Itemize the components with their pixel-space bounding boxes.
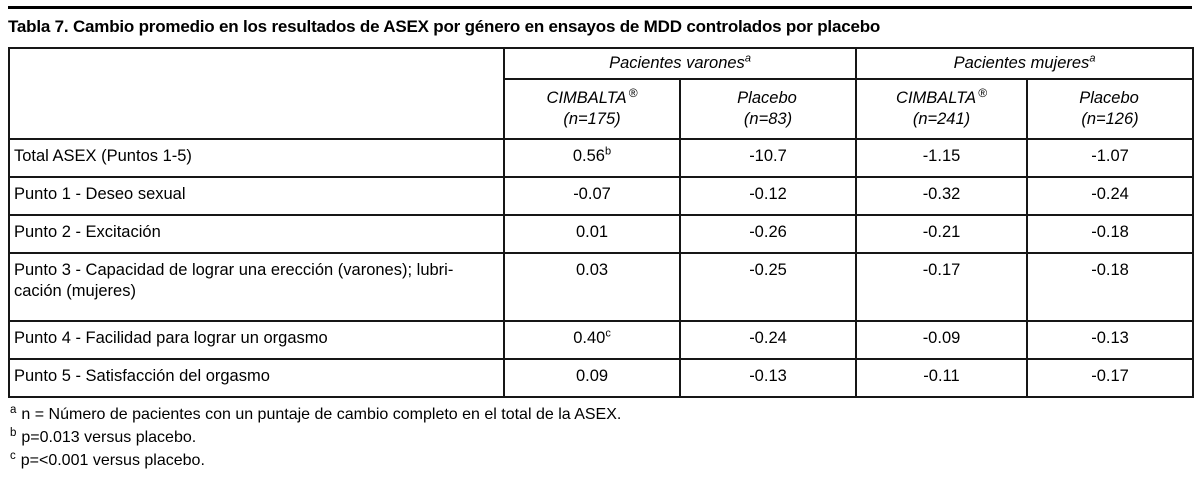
sample-size: (n=175) xyxy=(563,110,621,128)
value: 0.01 xyxy=(575,223,609,241)
value: -0.25 xyxy=(749,261,787,279)
table-row-punto-1: Punto 1 - Deseo sexual -0.07 -0.12 -0.32… xyxy=(8,176,1195,216)
document-page: Tabla 7. Cambio promedio en los resultad… xyxy=(0,6,1200,478)
cell-value: -0.18 xyxy=(1025,214,1195,254)
registered-mark-icon: ® xyxy=(628,85,638,100)
top-rule xyxy=(8,6,1192,9)
value: 0.09 xyxy=(575,367,609,385)
group-header-varones-label: Pacientes varones xyxy=(609,54,745,72)
group-header-mujeres-sup: a xyxy=(1089,52,1096,65)
cell-value: -0.13 xyxy=(1025,320,1195,360)
row-label: Punto 3 - Capacidad de lograr una erecci… xyxy=(8,252,505,322)
cell-value: 0.40c xyxy=(503,320,681,360)
row-label: Punto 2 - Excitación xyxy=(8,214,505,254)
registered-mark-icon: ® xyxy=(978,85,987,100)
cell-value: -0.07 xyxy=(503,176,681,216)
group-header-mujeres-label: Pacientes mujeres xyxy=(953,54,1090,72)
drug-name: CIMBALTA xyxy=(546,89,627,107)
footnote-c: c p=<0.001 versus placebo. xyxy=(10,449,1192,472)
footnotes-block: a n = Número de pacientes con un puntaje … xyxy=(8,403,1192,472)
value: -10.7 xyxy=(749,147,787,165)
cell-value: -0.26 xyxy=(679,214,857,254)
cell-value: -0.24 xyxy=(1025,176,1195,216)
cell-value: -0.17 xyxy=(855,252,1028,322)
cell-value: 0.01 xyxy=(503,214,681,254)
asex-results-table: Pacientes varonesa Pacientes mujeresa CI… xyxy=(8,47,1195,398)
cell-value: -0.24 xyxy=(679,320,857,360)
cell-value: -1.07 xyxy=(1025,138,1195,178)
footnote-marker: c xyxy=(10,449,16,462)
value: -0.24 xyxy=(749,329,787,347)
table-row-punto-4: Punto 4 - Facilidad para lograr un orgas… xyxy=(8,320,1195,360)
cell-value: -0.13 xyxy=(679,358,857,398)
footnote-a: a n = Número de pacientes con un puntaje … xyxy=(10,403,1192,426)
drug-name: CIMBALTA xyxy=(896,89,977,107)
cell-value: -0.12 xyxy=(679,176,857,216)
footnote-marker: a xyxy=(10,403,17,416)
group-header-varones-sup: a xyxy=(744,52,751,65)
value: -1.07 xyxy=(1091,147,1129,165)
cell-value: 0.56b xyxy=(503,138,681,178)
row-label: Punto 1 - Deseo sexual xyxy=(8,176,505,216)
cell-value: 0.03 xyxy=(503,252,681,322)
table-row-punto-5: Punto 5 - Satisfacción del orgasmo 0.09 … xyxy=(8,358,1195,398)
value: -0.12 xyxy=(749,185,787,203)
footnote-text: p=0.013 versus placebo. xyxy=(21,429,197,446)
group-header-varones: Pacientes varonesa xyxy=(503,47,857,80)
value: -0.13 xyxy=(749,367,787,385)
value: -0.18 xyxy=(1091,261,1129,279)
value: -0.26 xyxy=(749,223,787,241)
value: -0.24 xyxy=(1091,185,1129,203)
sample-size: (n=126) xyxy=(1081,110,1139,128)
sample-size: (n=83) xyxy=(743,110,793,128)
row-label: Punto 4 - Facilidad para lograr un orgas… xyxy=(8,320,505,360)
drug-name: Placebo xyxy=(737,89,797,107)
footnote-b: b p=0.013 versus placebo. xyxy=(10,426,1192,449)
row-label: Total ASEX (Puntos 1-5) xyxy=(8,138,505,178)
sample-size: (n=241) xyxy=(912,110,971,128)
value: -0.07 xyxy=(573,185,611,203)
table-row-total-asex: Total ASEX (Puntos 1-5) 0.56b -10.7 -1.1… xyxy=(8,138,1195,178)
footnote-text: n = Número de pacientes con un puntaje d… xyxy=(21,406,622,423)
footnote-marker: b xyxy=(10,426,17,439)
col-header-placebo-mujeres: Placebo (n=126) xyxy=(1025,78,1195,140)
value: -0.17 xyxy=(922,261,961,279)
table-title: Tabla 7. Cambio promedio en los resultad… xyxy=(8,17,881,36)
row-label: Punto 5 - Satisfacción del orgasmo xyxy=(8,358,505,398)
cell-value: -0.11 xyxy=(855,358,1028,398)
drug-name: Placebo xyxy=(1079,89,1139,107)
value: 0.03 xyxy=(575,261,609,279)
col-header-cimbalta-varones: CIMBALTA ® (n=175) xyxy=(503,78,681,140)
value: -0.18 xyxy=(1091,223,1129,241)
cell-value: -0.25 xyxy=(679,252,857,322)
cell-value: -0.09 xyxy=(855,320,1028,360)
cell-value: -1.15 xyxy=(855,138,1028,178)
value: -0.11 xyxy=(923,367,960,385)
value: -0.09 xyxy=(922,329,961,347)
column-header-row: CIMBALTA ® (n=175) Placebo (n=83) CIMBALTA ®… xyxy=(9,78,1195,140)
group-header-row: Pacientes varonesa Pacientes mujeresa xyxy=(8,47,1195,140)
value: -1.15 xyxy=(922,147,961,165)
cell-value: -0.21 xyxy=(855,214,1028,254)
value: 0.56 xyxy=(572,147,605,165)
value: 0.40 xyxy=(573,329,606,347)
footnote-ref: c xyxy=(605,327,611,340)
col-header-placebo-varones: Placebo (n=83) xyxy=(679,78,857,140)
value: -0.32 xyxy=(922,185,961,203)
cell-value: -0.17 xyxy=(1025,358,1195,398)
value: -0.13 xyxy=(1091,329,1129,347)
col-header-cimbalta-mujeres: CIMBALTA ® (n=241) xyxy=(855,78,1028,140)
cell-value: -0.32 xyxy=(855,176,1028,216)
table-row-punto-2: Punto 2 - Excitación 0.01 -0.26 -0.21 -0… xyxy=(8,214,1195,254)
cell-value: 0.09 xyxy=(503,358,681,398)
cell-value: -0.18 xyxy=(1025,252,1195,322)
cell-value: -10.7 xyxy=(679,138,857,178)
value: -0.21 xyxy=(922,223,961,241)
corner-empty-cell xyxy=(8,47,505,140)
footnote-ref: b xyxy=(605,145,612,158)
value: -0.17 xyxy=(1091,367,1129,385)
footnote-text: p=<0.001 versus placebo. xyxy=(20,452,205,469)
group-header-mujeres: Pacientes mujeresa xyxy=(854,47,1195,80)
table-row-punto-3: Punto 3 - Capacidad de lograr una erecci… xyxy=(8,252,1195,322)
